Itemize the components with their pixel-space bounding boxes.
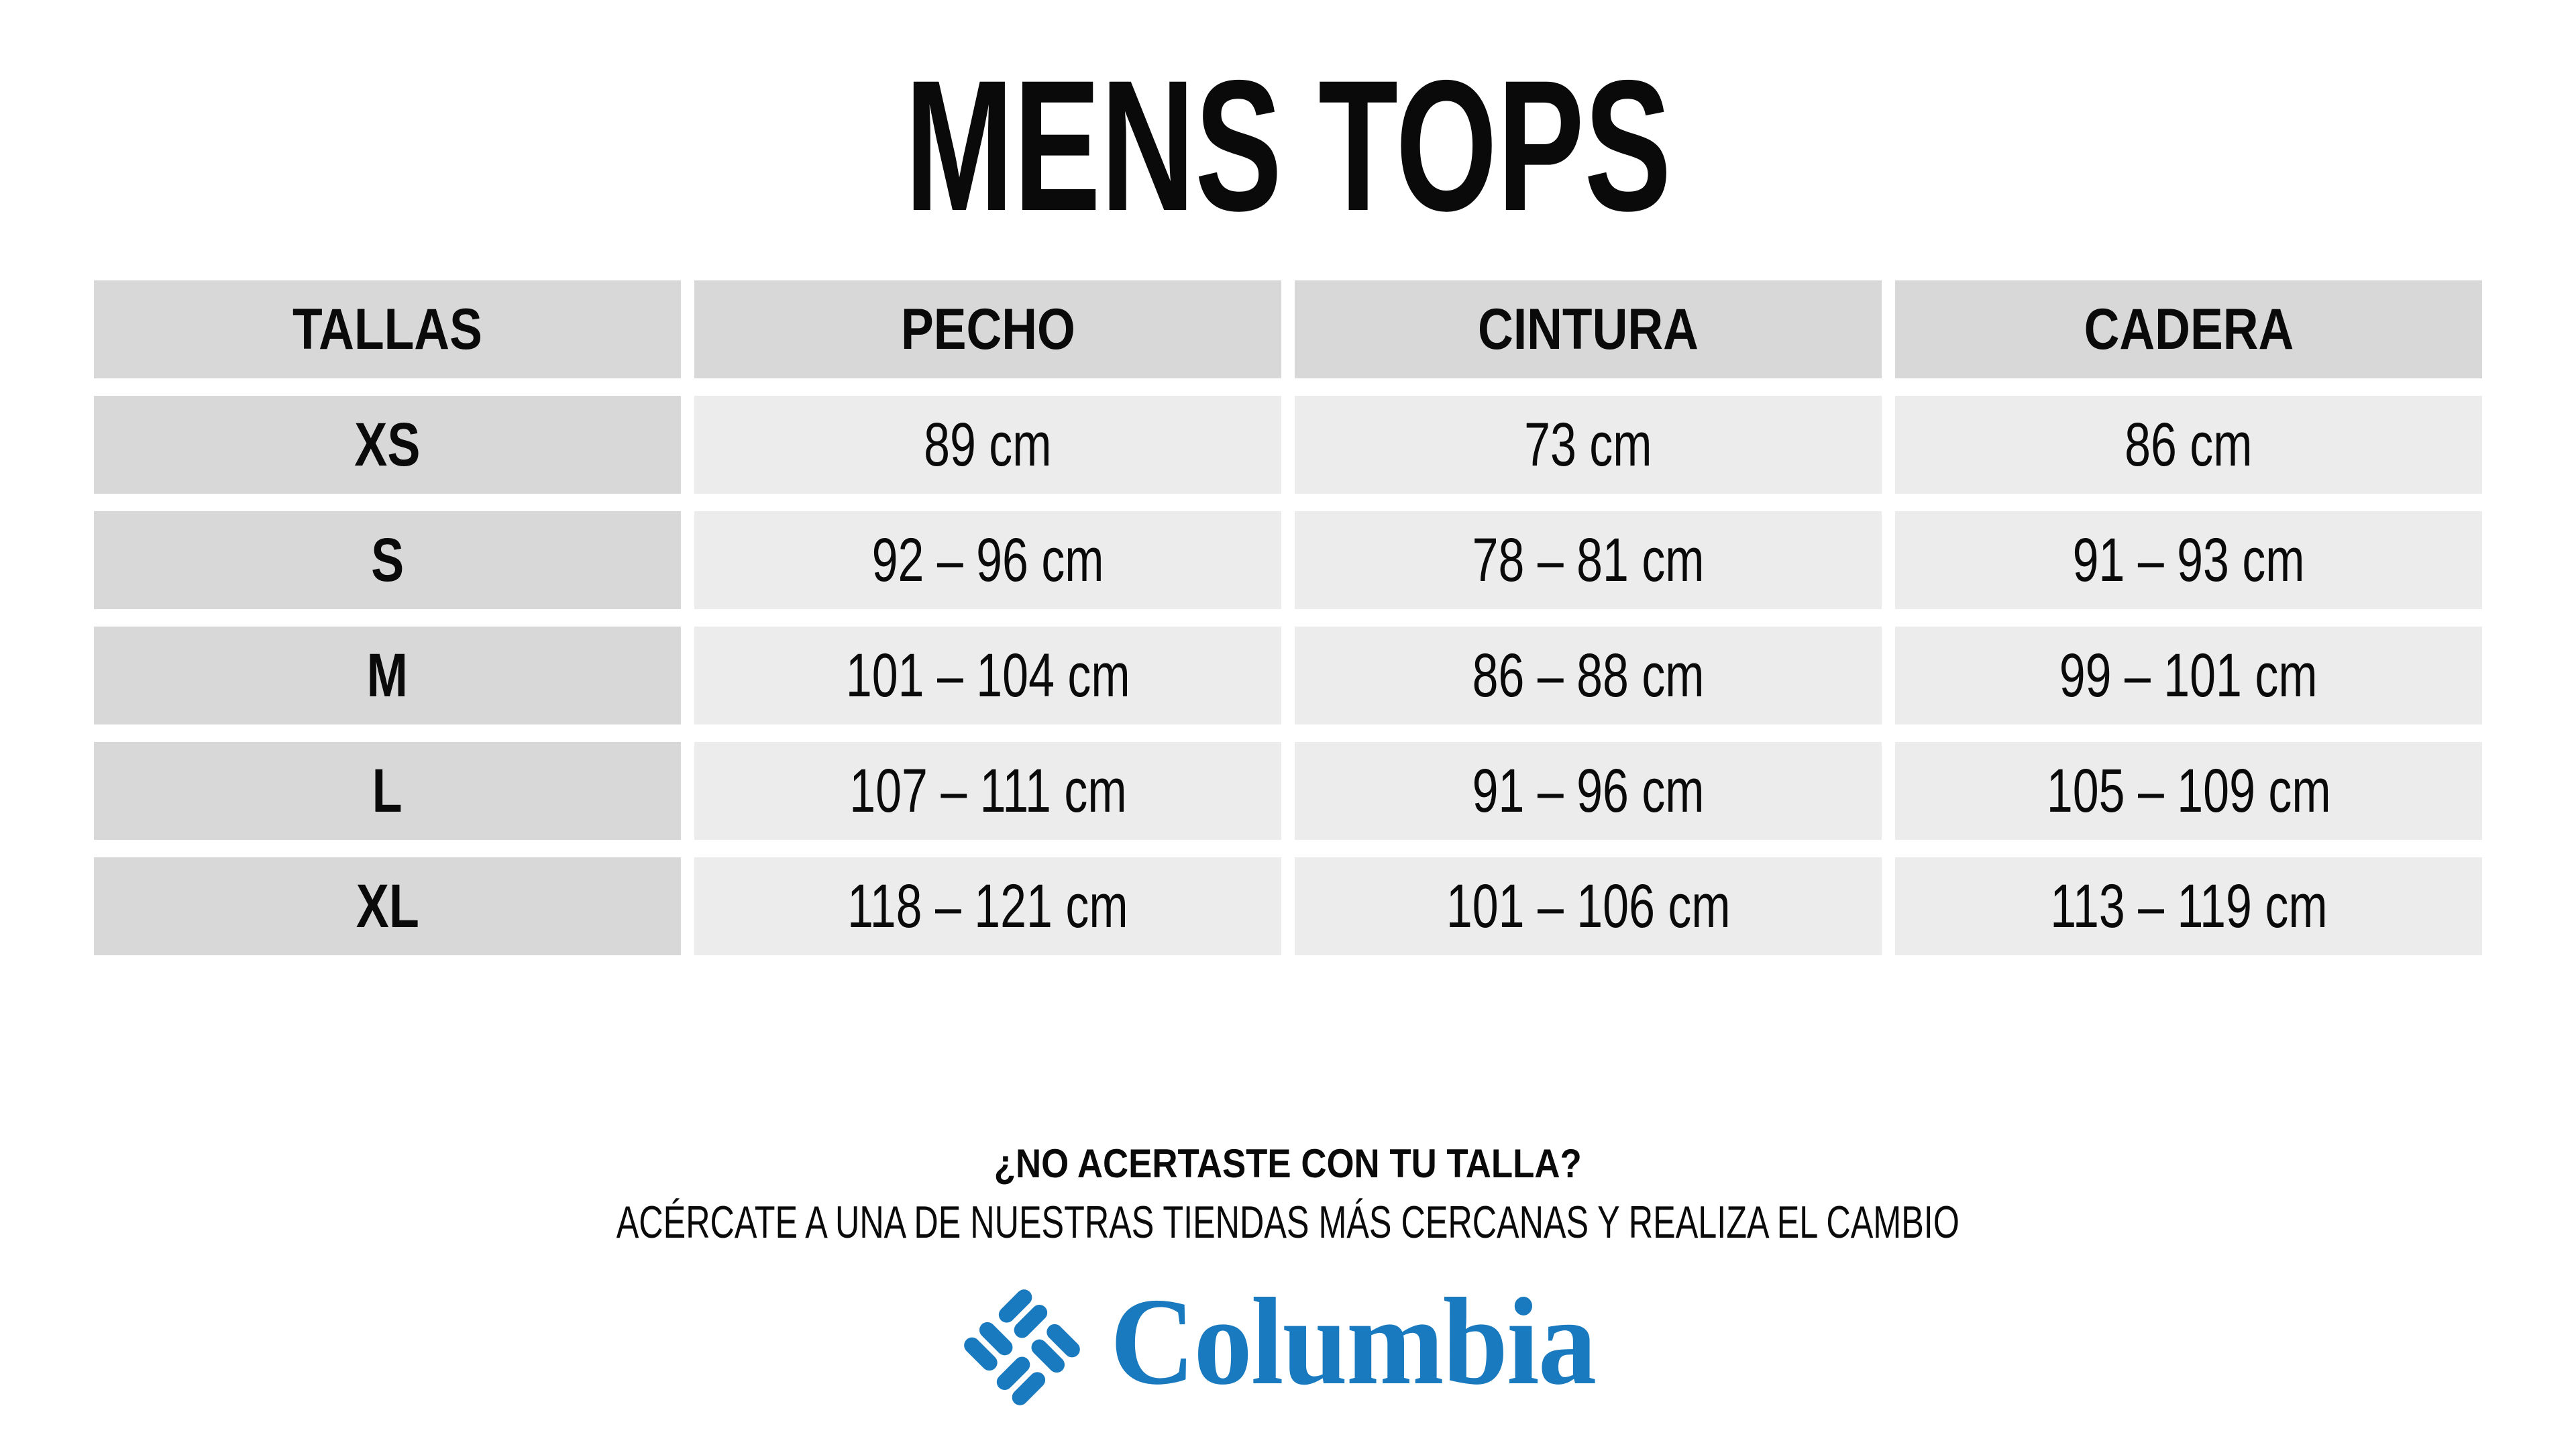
pecho-value: 92 – 96 cm bbox=[694, 511, 1281, 609]
table-row: S 92 – 96 cm 78 – 81 cm 91 – 93 cm bbox=[94, 511, 2482, 609]
table-header-row: TALLAS PECHO CINTURA CADERA bbox=[94, 280, 2482, 378]
cadera-value: 113 – 119 cm bbox=[1895, 857, 2482, 955]
table-row: L 107 – 111 cm 91 – 96 cm 105 – 109 cm bbox=[94, 742, 2482, 840]
header-tallas: TALLAS bbox=[94, 280, 681, 378]
table-row: M 101 – 104 cm 86 – 88 cm 99 – 101 cm bbox=[94, 627, 2482, 724]
page-title-text: MENS TOPS bbox=[904, 41, 1672, 250]
size-cell: S bbox=[94, 511, 681, 609]
cintura-value: 101 – 106 cm bbox=[1295, 857, 1882, 955]
size-cell: M bbox=[94, 627, 681, 724]
size-cell: L bbox=[94, 742, 681, 840]
size-cell: XS bbox=[94, 396, 681, 494]
cintura-value: 78 – 81 cm bbox=[1295, 511, 1882, 609]
cadera-value: 86 cm bbox=[1895, 396, 2482, 494]
pecho-value: 89 cm bbox=[694, 396, 1281, 494]
size-chart-table: TALLAS PECHO CINTURA CADERA XS 89 cm 73 … bbox=[80, 263, 2496, 973]
cadera-value: 99 – 101 cm bbox=[1895, 627, 2482, 724]
pecho-value: 107 – 111 cm bbox=[694, 742, 1281, 840]
table-row: XL 118 – 121 cm 101 – 106 cm 113 – 119 c… bbox=[94, 857, 2482, 955]
header-pecho: PECHO bbox=[694, 280, 1281, 378]
cintura-value: 86 – 88 cm bbox=[1295, 627, 1882, 724]
footer-info-text: ACÉRCATE A UNA DE NUESTRAS TIENDAS MÁS C… bbox=[616, 1197, 1960, 1248]
cadera-value: 91 – 93 cm bbox=[1895, 511, 2482, 609]
table-row: XS 89 cm 73 cm 86 cm bbox=[94, 396, 2482, 494]
cintura-value: 73 cm bbox=[1295, 396, 1882, 494]
header-cintura: CINTURA bbox=[1295, 280, 1882, 378]
footer-question-text: ¿NO ACERTASTE CON TU TALLA? bbox=[994, 1141, 1582, 1186]
size-cell: XL bbox=[94, 857, 681, 955]
page-title: MENS TOPS bbox=[0, 52, 2576, 239]
columbia-logo: Columbia bbox=[0, 1275, 2576, 1419]
columbia-diamond-icon bbox=[963, 1289, 1080, 1405]
pecho-value: 118 – 121 cm bbox=[694, 857, 1281, 955]
footer-question: ¿NO ACERTASTE CON TU TALLA? bbox=[0, 1140, 2576, 1187]
columbia-wordmark: Columbia bbox=[1110, 1272, 1597, 1411]
cintura-value: 91 – 96 cm bbox=[1295, 742, 1882, 840]
footer-info: ACÉRCATE A UNA DE NUESTRAS TIENDAS MÁS C… bbox=[0, 1196, 2576, 1248]
header-cadera: CADERA bbox=[1895, 280, 2482, 378]
pecho-value: 101 – 104 cm bbox=[694, 627, 1281, 724]
cadera-value: 105 – 109 cm bbox=[1895, 742, 2482, 840]
